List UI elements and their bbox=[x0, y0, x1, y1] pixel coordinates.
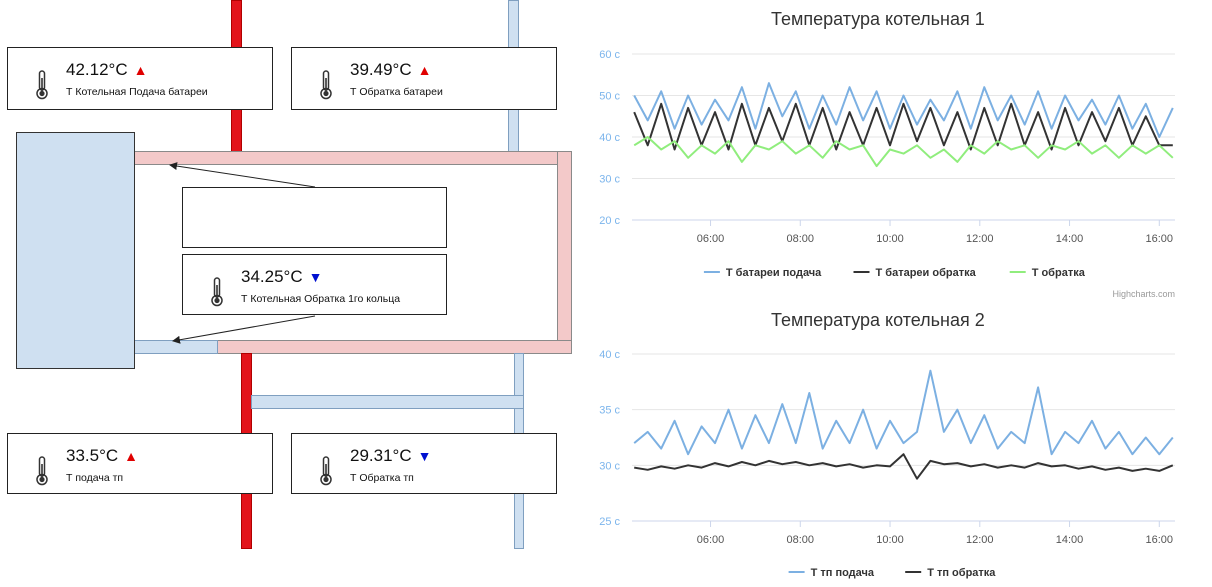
x-tick-label: 14:00 bbox=[1056, 534, 1084, 546]
y-tick-label: 30 c bbox=[599, 174, 620, 186]
y-tick-label: 30 c bbox=[599, 460, 620, 472]
sensor-boiler-supply: 42.12°C ▲ Т Котельная Подача батареи bbox=[7, 47, 273, 110]
legend-label: Т обратка bbox=[1032, 267, 1086, 279]
legend-item: Т обратка bbox=[1009, 267, 1086, 279]
trend-down-icon: ▼ bbox=[417, 448, 432, 464]
y-tick-label: 25 c bbox=[599, 516, 620, 528]
sensor-value: 33.5°C bbox=[66, 446, 119, 465]
boiler bbox=[16, 132, 135, 369]
chart-2-title: Температура котельная 2 bbox=[771, 310, 985, 330]
thermometer-icon bbox=[320, 456, 332, 486]
sensor-value: 34.25°C bbox=[241, 267, 303, 286]
y-tick-label: 40 c bbox=[599, 132, 620, 144]
sensor-battery-return: 39.49°C ▲ Т Обратка батареи bbox=[291, 47, 557, 110]
x-tick-label: 14:00 bbox=[1056, 233, 1084, 245]
x-tick-label: 16:00 bbox=[1146, 534, 1174, 546]
x-tick-label: 10:00 bbox=[876, 534, 904, 546]
x-tick-label: 16:00 bbox=[1146, 233, 1174, 245]
series-line bbox=[634, 453, 1174, 480]
flow-arrow-top bbox=[169, 162, 316, 188]
sensor-value: 42.12°C bbox=[66, 60, 128, 79]
thermometer-icon bbox=[211, 277, 223, 307]
sensor-floor-return: 29.31°C ▼ Т Обратка тп bbox=[291, 433, 557, 494]
y-tick-label: 50 c bbox=[599, 91, 620, 103]
legend-item: Т батареи обратка bbox=[853, 267, 977, 279]
series-line bbox=[633, 102, 1173, 151]
sensor-floor-supply: 33.5°C ▲ Т подача тп bbox=[7, 433, 273, 494]
y-tick-label: 20 c bbox=[599, 215, 620, 227]
legend-label: Т батареи обратка bbox=[876, 267, 977, 279]
x-tick-label: 08:00 bbox=[787, 534, 815, 546]
thermometer-icon bbox=[320, 70, 332, 100]
flow-arrows bbox=[169, 162, 316, 344]
series-line bbox=[633, 82, 1174, 138]
sensor-label: Т Котельная Подача батареи bbox=[66, 86, 208, 98]
legend-label: Т тп обратка bbox=[927, 567, 996, 579]
trend-up-icon: ▲ bbox=[133, 62, 148, 78]
y-tick-label: 60 c bbox=[599, 49, 620, 61]
flow-arrow-bottom bbox=[172, 315, 316, 344]
sensor-value: 29.31°C bbox=[350, 446, 412, 465]
x-tick-label: 12:00 bbox=[966, 534, 994, 546]
trend-down-icon: ▼ bbox=[308, 269, 323, 285]
x-tick-label: 06:00 bbox=[697, 534, 725, 546]
x-tick-label: 06:00 bbox=[697, 233, 725, 245]
sensor-label: Т Котельная Обратка 1го кольца bbox=[241, 293, 401, 305]
sensor-label: Т Обратка тп bbox=[350, 472, 414, 484]
x-tick-label: 08:00 bbox=[787, 233, 815, 245]
bypass-pipe bbox=[251, 395, 524, 409]
sensor-value: 39.49°C bbox=[350, 60, 412, 79]
legend-item: Т тп обратка bbox=[905, 567, 996, 579]
legend-item: Т тп подача bbox=[788, 567, 875, 579]
legend-label: Т батареи подача bbox=[726, 267, 822, 279]
chart-2: 25 c 30 c 35 c 40 c 06:00 08:00 10:00 12:00 14:0… bbox=[599, 349, 1175, 579]
x-tick-label: 10:00 bbox=[876, 233, 904, 245]
series-line bbox=[633, 136, 1174, 168]
y-tick-label: 40 c bbox=[599, 349, 620, 361]
sensor-label: Т Обратка батареи bbox=[350, 86, 443, 98]
chart-1: 20 c 30 c 40 c 50 c 60 c 06:00 08:00 10:00 12:00… bbox=[599, 49, 1175, 299]
trend-up-icon: ▲ bbox=[124, 448, 139, 464]
sensor-label: Т подача тп bbox=[66, 472, 124, 484]
credits-label: Highcharts.com bbox=[1112, 289, 1175, 299]
trend-up-icon: ▲ bbox=[417, 62, 432, 78]
x-tick-label: 12:00 bbox=[966, 233, 994, 245]
thermometer-icon bbox=[36, 70, 48, 100]
sensor-ring1-return: 34.25°C ▼ Т Котельная Обратка 1го кольца bbox=[182, 254, 447, 315]
empty-panel bbox=[182, 187, 447, 248]
thermometer-icon bbox=[36, 456, 48, 486]
series-line bbox=[633, 369, 1174, 456]
chart-1-title: Температура котельная 1 bbox=[771, 9, 985, 29]
legend-item: Т батареи подача bbox=[703, 267, 822, 279]
legend-label: Т тп подача bbox=[811, 567, 875, 579]
y-tick-label: 35 c bbox=[599, 405, 620, 417]
